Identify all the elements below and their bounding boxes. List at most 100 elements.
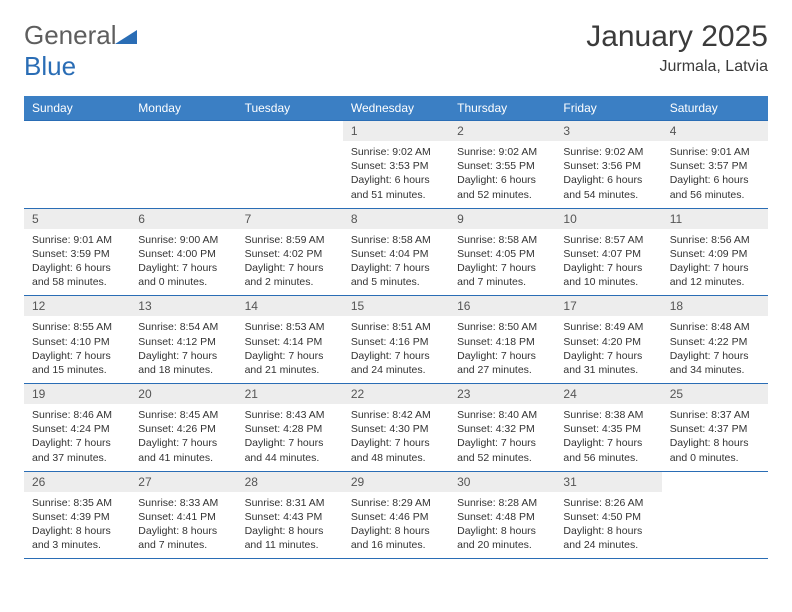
sunset-text: Sunset: 4:46 PM: [351, 510, 441, 524]
day-details: Sunrise: 8:48 AMSunset: 4:22 PMDaylight:…: [662, 316, 768, 383]
day-number: 20: [130, 384, 236, 404]
calendar-week-row: 19Sunrise: 8:46 AMSunset: 4:24 PMDayligh…: [24, 384, 768, 472]
day-details: Sunrise: 8:45 AMSunset: 4:26 PMDaylight:…: [130, 404, 236, 471]
calendar-day-cell: 12Sunrise: 8:55 AMSunset: 4:10 PMDayligh…: [24, 296, 130, 384]
weekday-header: Friday: [555, 96, 661, 121]
sunset-text: Sunset: 4:18 PM: [457, 335, 547, 349]
logo-word-1: General: [24, 20, 117, 50]
daylight-text: Daylight: 7 hours and 21 minutes.: [245, 349, 335, 377]
daylight-text: Daylight: 7 hours and 0 minutes.: [138, 261, 228, 289]
sunrise-text: Sunrise: 8:40 AM: [457, 408, 547, 422]
sunset-text: Sunset: 3:56 PM: [563, 159, 653, 173]
day-details: Sunrise: 9:02 AMSunset: 3:53 PMDaylight:…: [343, 141, 449, 208]
calendar-day-cell: 6Sunrise: 9:00 AMSunset: 4:00 PMDaylight…: [130, 208, 236, 296]
sunset-text: Sunset: 4:30 PM: [351, 422, 441, 436]
sunset-text: Sunset: 4:50 PM: [563, 510, 653, 524]
daylight-text: Daylight: 8 hours and 3 minutes.: [32, 524, 122, 552]
daylight-text: Daylight: 7 hours and 10 minutes.: [563, 261, 653, 289]
sunrise-text: Sunrise: 8:53 AM: [245, 320, 335, 334]
calendar-day-cell: 17Sunrise: 8:49 AMSunset: 4:20 PMDayligh…: [555, 296, 661, 384]
day-details: Sunrise: 8:38 AMSunset: 4:35 PMDaylight:…: [555, 404, 661, 471]
day-details: Sunrise: 8:40 AMSunset: 4:32 PMDaylight:…: [449, 404, 555, 471]
day-details: Sunrise: 8:28 AMSunset: 4:48 PMDaylight:…: [449, 492, 555, 559]
sunset-text: Sunset: 4:26 PM: [138, 422, 228, 436]
day-details: Sunrise: 8:59 AMSunset: 4:02 PMDaylight:…: [237, 229, 343, 296]
calendar-day-cell: 24Sunrise: 8:38 AMSunset: 4:35 PMDayligh…: [555, 384, 661, 472]
calendar-day-cell: 27Sunrise: 8:33 AMSunset: 4:41 PMDayligh…: [130, 471, 236, 559]
calendar-day-cell: 1Sunrise: 9:02 AMSunset: 3:53 PMDaylight…: [343, 121, 449, 209]
sunrise-text: Sunrise: 9:02 AM: [351, 145, 441, 159]
calendar-day-cell: 26Sunrise: 8:35 AMSunset: 4:39 PMDayligh…: [24, 471, 130, 559]
calendar-day-cell: 30Sunrise: 8:28 AMSunset: 4:48 PMDayligh…: [449, 471, 555, 559]
logo-text: General Blue: [24, 20, 137, 82]
day-number: [130, 121, 236, 127]
sunrise-text: Sunrise: 8:46 AM: [32, 408, 122, 422]
day-number: 6: [130, 209, 236, 229]
day-number: 17: [555, 296, 661, 316]
day-number: [237, 121, 343, 127]
calendar-page: General Blue January 2025 Jurmala, Latvi…: [0, 0, 792, 612]
sunrise-text: Sunrise: 9:01 AM: [670, 145, 760, 159]
day-number: 9: [449, 209, 555, 229]
sunset-text: Sunset: 3:53 PM: [351, 159, 441, 173]
day-details: Sunrise: 8:43 AMSunset: 4:28 PMDaylight:…: [237, 404, 343, 471]
weekday-header: Saturday: [662, 96, 768, 121]
weekday-header: Sunday: [24, 96, 130, 121]
sunset-text: Sunset: 4:10 PM: [32, 335, 122, 349]
day-number: 12: [24, 296, 130, 316]
sunrise-text: Sunrise: 8:35 AM: [32, 496, 122, 510]
sunrise-text: Sunrise: 8:42 AM: [351, 408, 441, 422]
location-label: Jurmala, Latvia: [586, 58, 768, 76]
day-number: 1: [343, 121, 449, 141]
weekday-header: Tuesday: [237, 96, 343, 121]
daylight-text: Daylight: 7 hours and 2 minutes.: [245, 261, 335, 289]
daylight-text: Daylight: 8 hours and 7 minutes.: [138, 524, 228, 552]
calendar-day-cell: 13Sunrise: 8:54 AMSunset: 4:12 PMDayligh…: [130, 296, 236, 384]
sunrise-text: Sunrise: 8:43 AM: [245, 408, 335, 422]
sunset-text: Sunset: 4:16 PM: [351, 335, 441, 349]
sunrise-text: Sunrise: 8:54 AM: [138, 320, 228, 334]
day-number: 5: [24, 209, 130, 229]
sunrise-text: Sunrise: 8:37 AM: [670, 408, 760, 422]
calendar-day-cell: 22Sunrise: 8:42 AMSunset: 4:30 PMDayligh…: [343, 384, 449, 472]
day-details: Sunrise: 9:01 AMSunset: 3:57 PMDaylight:…: [662, 141, 768, 208]
sunset-text: Sunset: 4:00 PM: [138, 247, 228, 261]
day-details: Sunrise: 8:42 AMSunset: 4:30 PMDaylight:…: [343, 404, 449, 471]
day-details: Sunrise: 8:49 AMSunset: 4:20 PMDaylight:…: [555, 316, 661, 383]
page-title: January 2025: [586, 20, 768, 54]
daylight-text: Daylight: 7 hours and 7 minutes.: [457, 261, 547, 289]
weekday-header: Thursday: [449, 96, 555, 121]
sunrise-text: Sunrise: 8:26 AM: [563, 496, 653, 510]
daylight-text: Daylight: 8 hours and 0 minutes.: [670, 436, 760, 464]
sunset-text: Sunset: 3:55 PM: [457, 159, 547, 173]
daylight-text: Daylight: 7 hours and 52 minutes.: [457, 436, 547, 464]
day-details: Sunrise: 8:26 AMSunset: 4:50 PMDaylight:…: [555, 492, 661, 559]
sunset-text: Sunset: 4:32 PM: [457, 422, 547, 436]
sunset-text: Sunset: 4:24 PM: [32, 422, 122, 436]
calendar-day-cell: 31Sunrise: 8:26 AMSunset: 4:50 PMDayligh…: [555, 471, 661, 559]
logo-triangle-icon: [115, 20, 137, 50]
day-details: Sunrise: 8:29 AMSunset: 4:46 PMDaylight:…: [343, 492, 449, 559]
day-number: 16: [449, 296, 555, 316]
day-details: Sunrise: 8:50 AMSunset: 4:18 PMDaylight:…: [449, 316, 555, 383]
day-details: Sunrise: 8:37 AMSunset: 4:37 PMDaylight:…: [662, 404, 768, 471]
sunrise-text: Sunrise: 9:02 AM: [563, 145, 653, 159]
calendar-day-cell: 9Sunrise: 8:58 AMSunset: 4:05 PMDaylight…: [449, 208, 555, 296]
sunrise-text: Sunrise: 8:31 AM: [245, 496, 335, 510]
day-details: Sunrise: 8:35 AMSunset: 4:39 PMDaylight:…: [24, 492, 130, 559]
calendar-day-cell: [24, 121, 130, 209]
sunrise-text: Sunrise: 8:58 AM: [351, 233, 441, 247]
sunrise-text: Sunrise: 8:48 AM: [670, 320, 760, 334]
day-details: Sunrise: 8:58 AMSunset: 4:05 PMDaylight:…: [449, 229, 555, 296]
sunrise-text: Sunrise: 8:49 AM: [563, 320, 653, 334]
daylight-text: Daylight: 8 hours and 24 minutes.: [563, 524, 653, 552]
day-details: Sunrise: 9:00 AMSunset: 4:00 PMDaylight:…: [130, 229, 236, 296]
daylight-text: Daylight: 7 hours and 41 minutes.: [138, 436, 228, 464]
calendar-day-cell: 14Sunrise: 8:53 AMSunset: 4:14 PMDayligh…: [237, 296, 343, 384]
calendar-day-cell: [237, 121, 343, 209]
calendar-day-cell: 15Sunrise: 8:51 AMSunset: 4:16 PMDayligh…: [343, 296, 449, 384]
day-number: 18: [662, 296, 768, 316]
daylight-text: Daylight: 7 hours and 27 minutes.: [457, 349, 547, 377]
calendar-day-cell: 10Sunrise: 8:57 AMSunset: 4:07 PMDayligh…: [555, 208, 661, 296]
day-number: 21: [237, 384, 343, 404]
